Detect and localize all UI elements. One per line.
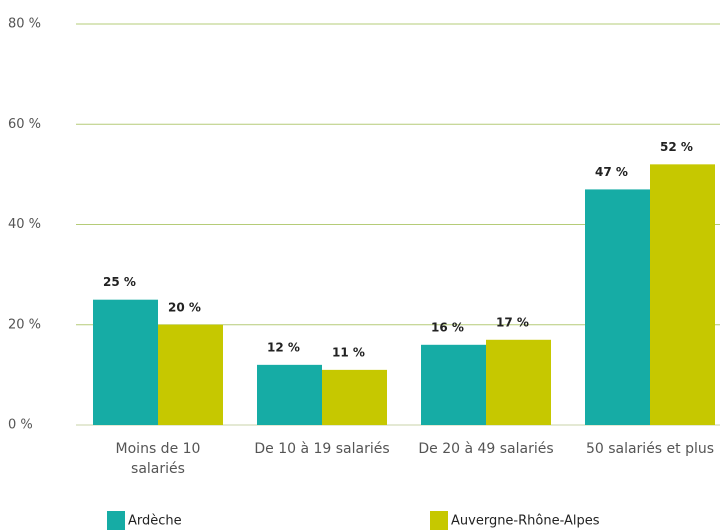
y-tick-label: 80 % <box>8 17 41 32</box>
y-tick-label: 0 % <box>8 418 33 433</box>
bar <box>585 189 650 425</box>
bar <box>650 164 715 425</box>
value-label: 16 % <box>431 320 464 334</box>
legend-swatch <box>107 511 125 530</box>
value-label: 20 % <box>168 300 201 314</box>
value-label: 11 % <box>332 345 365 359</box>
value-label: 47 % <box>595 165 628 179</box>
x-tick-label: Moins de 10 salariés <box>115 441 201 477</box>
y-tick-label: 60 % <box>8 117 41 132</box>
value-label: 17 % <box>496 315 529 329</box>
bar <box>158 324 223 425</box>
x-tick-label: De 20 à 49 salariés <box>418 441 554 457</box>
y-tick-label: 20 % <box>8 317 41 332</box>
x-tick-label: De 10 à 19 salariés <box>254 441 390 457</box>
bar <box>93 299 158 425</box>
value-label: 25 % <box>103 275 136 289</box>
value-label: 12 % <box>267 340 300 354</box>
legend-swatch <box>430 511 448 530</box>
bar <box>257 364 322 425</box>
x-tick-label: 50 salariés et plus <box>585 441 715 457</box>
bar <box>322 369 387 425</box>
value-label: 52 % <box>660 140 693 154</box>
legend-label: Ardèche <box>128 514 182 529</box>
bar <box>486 339 551 425</box>
legend-label: Auvergne-Rhône-Alpes <box>451 514 600 529</box>
bar <box>421 344 486 425</box>
y-tick-label: 40 % <box>8 217 41 232</box>
